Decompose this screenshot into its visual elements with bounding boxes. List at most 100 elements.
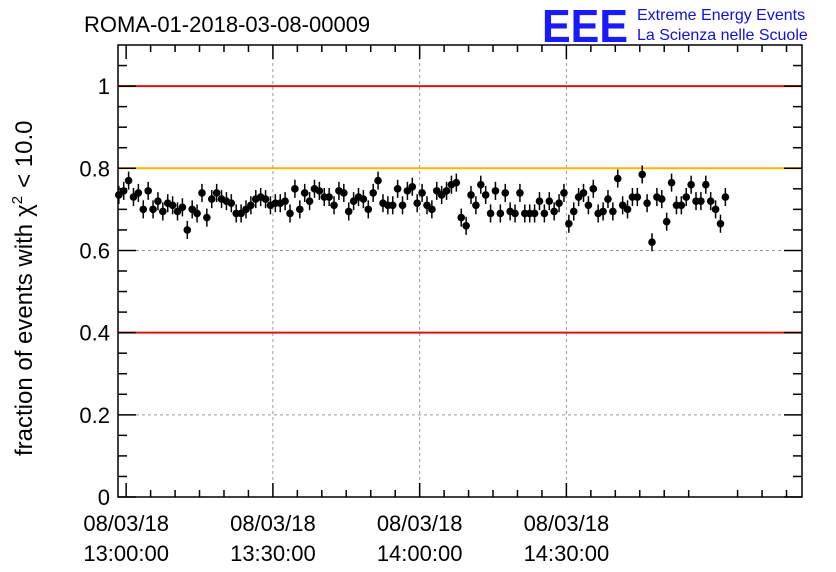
data-point [212, 189, 221, 197]
data-point [393, 185, 402, 193]
data-points [115, 165, 730, 252]
data-point [340, 189, 348, 197]
data-point [291, 185, 299, 193]
x-tick-time: 14:30:00 [524, 541, 610, 566]
data-point [555, 199, 563, 207]
data-point [413, 199, 421, 207]
data-point [589, 185, 598, 193]
data-point [706, 197, 715, 205]
data-point [711, 205, 720, 214]
data-point [472, 201, 480, 210]
x-tick-date: 08/03/18 [83, 511, 169, 536]
x-tick-date: 08/03/18 [524, 511, 610, 536]
x-tick-time: 13:30:00 [230, 541, 316, 566]
logo-line1: Extreme Energy Events [637, 7, 805, 24]
grid [118, 45, 802, 497]
eee-logo: EEE Extreme Energy Events La Scienza nel… [542, 0, 808, 52]
data-point [511, 209, 519, 218]
y-label-suffix: < 10.0 [11, 121, 38, 188]
data-point [330, 201, 338, 210]
data-point [682, 193, 691, 201]
data-point [369, 189, 377, 197]
data-point [144, 187, 152, 195]
data-point [178, 203, 187, 212]
data-point [643, 199, 651, 207]
x-tick-label: 08/03/18 14:30:00 [524, 511, 610, 566]
data-point [374, 176, 382, 185]
data-point [124, 176, 133, 185]
data-point [701, 180, 710, 189]
data-point [305, 197, 314, 205]
data-point [687, 180, 695, 189]
logo-mark: EEE [542, 0, 628, 52]
x-tick-time: 14:00:00 [377, 541, 463, 566]
data-point [203, 213, 211, 222]
data-point [657, 195, 666, 203]
data-point [247, 201, 255, 210]
data-point [281, 197, 289, 205]
data-point [486, 209, 495, 218]
data-point [452, 178, 461, 187]
axes: 0 0.2 0.4 0.6 0.8 1 08/03/18 13:00:00 08/03/18 13… [79, 45, 802, 566]
data-point [496, 209, 505, 218]
data-point [364, 205, 373, 214]
data-point [467, 191, 475, 199]
data-point [408, 182, 417, 191]
data-point [159, 207, 167, 216]
data-point [584, 201, 593, 210]
data-point [599, 207, 607, 216]
data-point [149, 205, 157, 214]
data-point [139, 205, 148, 214]
data-point [418, 189, 426, 197]
y-tick-label: 0.2 [79, 403, 110, 428]
data-point [648, 238, 656, 247]
data-point [442, 187, 451, 195]
x-tick-date: 08/03/18 [377, 511, 463, 536]
data-point [697, 197, 705, 205]
y-label-sup: 2 [9, 196, 26, 204]
data-point [300, 189, 309, 197]
data-point [633, 193, 642, 201]
data-point [491, 187, 500, 195]
data-point [609, 207, 617, 216]
data-point [198, 189, 206, 197]
data-point [462, 222, 470, 230]
data-point [540, 209, 549, 218]
data-point [550, 207, 558, 216]
y-axis-label: fraction of events with χ2 < 10.0 [9, 121, 38, 456]
data-point [545, 197, 554, 205]
reference-lines [118, 85, 802, 334]
data-point [428, 205, 436, 214]
x-tick-time: 13:00:00 [83, 541, 169, 566]
data-point [457, 213, 466, 222]
chart-title: ROMA-01-2018-03-08-00009 [84, 12, 370, 37]
data-point [134, 189, 143, 197]
data-point [604, 195, 612, 203]
data-point [579, 189, 588, 197]
data-point [677, 201, 686, 210]
data-point [183, 226, 192, 234]
data-point [516, 189, 524, 197]
data-point [193, 209, 201, 218]
data-point [481, 191, 490, 199]
data-point [325, 193, 333, 201]
x-tick-date: 08/03/18 [230, 511, 316, 536]
y-label-prefix: fraction of events with [11, 224, 38, 456]
data-point [286, 209, 294, 218]
data-point [613, 174, 622, 183]
data-point [565, 219, 573, 228]
y-tick-label: 1 [98, 74, 110, 99]
data-point [623, 205, 632, 214]
data-point [716, 219, 725, 228]
x-tick-label: 08/03/18 14:00:00 [377, 511, 463, 566]
data-point [501, 189, 510, 197]
data-point [344, 207, 353, 216]
logo-line2: La Scienza nelle Scuole [637, 27, 808, 44]
data-point [535, 197, 544, 205]
data-point [569, 207, 578, 216]
data-point [398, 201, 407, 210]
plot-frame [117, 44, 803, 498]
data-point [476, 180, 485, 189]
data-point [296, 205, 304, 214]
